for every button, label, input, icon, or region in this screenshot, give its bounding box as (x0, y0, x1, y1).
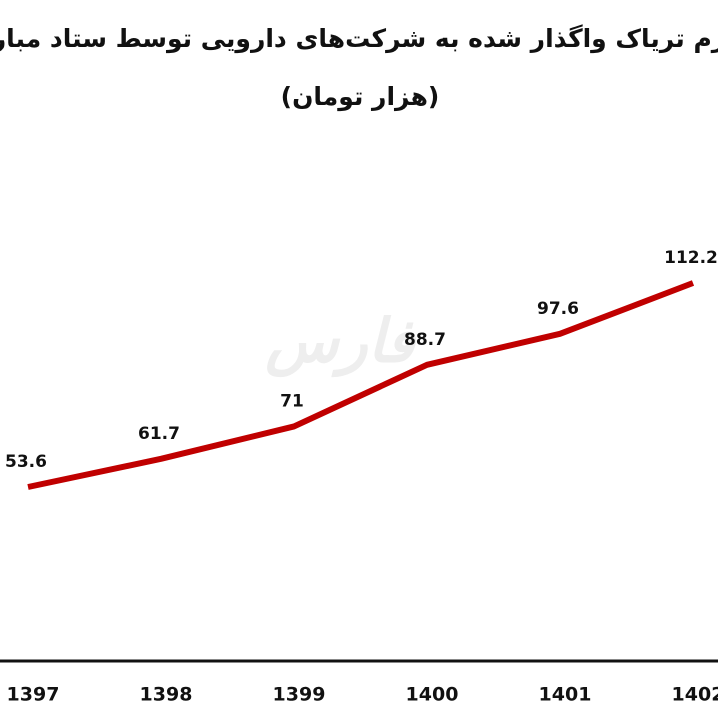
line (27, 280, 695, 490)
x-tick-label: 1397 (7, 684, 60, 706)
chart-title: وگرم تریاک واگذار شده به شرکت‌های دارویی… (0, 24, 718, 54)
data-label: 53.6 (5, 452, 47, 472)
x-tick-label: 1399 (273, 684, 326, 706)
data-label: 71 (280, 391, 304, 411)
data-label: 112.2 (664, 248, 718, 268)
watermark: فارس (264, 307, 416, 378)
x-tick-label: 1401 (539, 684, 592, 706)
data-label: 61.7 (138, 424, 180, 444)
chart-subtitle: (هزار تومان) (281, 82, 440, 112)
data-label: 88.7 (404, 330, 446, 350)
x-tick-label: 1400 (406, 684, 459, 706)
x-tick-label: 1398 (140, 684, 193, 706)
x-tick-label: 1402 (672, 684, 718, 706)
data-label: 97.6 (537, 299, 579, 319)
